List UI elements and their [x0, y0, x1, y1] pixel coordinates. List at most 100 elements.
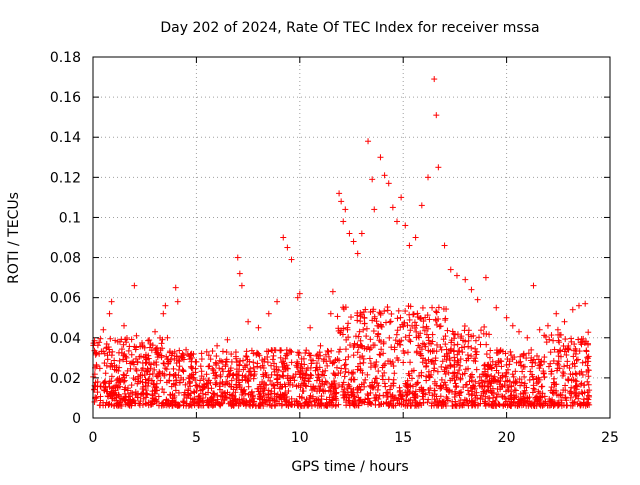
background-data-point [457, 356, 464, 363]
background-data-point [395, 357, 402, 364]
background-data-point [367, 309, 374, 316]
background-data-point [303, 347, 310, 354]
background-data-point [548, 384, 555, 391]
data-point [582, 300, 589, 307]
background-data-point [216, 365, 223, 372]
background-data-point [414, 310, 421, 317]
data-point [406, 242, 413, 249]
background-data-point [406, 316, 413, 323]
background-data-point [416, 344, 423, 351]
background-data-point [477, 341, 484, 348]
background-data-point [142, 383, 149, 390]
background-data-point [286, 347, 293, 354]
background-data-point [273, 393, 280, 400]
background-data-point [489, 358, 496, 365]
background-data-point [579, 390, 586, 397]
background-data-point [407, 359, 414, 366]
background-data-point [294, 358, 301, 365]
background-data-point [213, 353, 220, 360]
background-data-point [223, 358, 230, 365]
background-data-point [360, 380, 367, 387]
background-data-point [187, 363, 194, 370]
background-data-point [558, 397, 565, 404]
background-data-point [142, 376, 149, 383]
data-point [338, 198, 345, 205]
background-data-point [347, 314, 354, 321]
background-data-point [423, 331, 430, 338]
data-point [435, 164, 442, 171]
background-data-point [518, 379, 525, 386]
background-data-point [487, 354, 494, 361]
background-data-point [460, 337, 467, 344]
background-data-point [396, 341, 403, 348]
y-tick-label: 0.18 [50, 50, 81, 66]
background-data-point [142, 400, 149, 407]
background-data-point [213, 360, 220, 367]
background-data-point [456, 392, 463, 399]
data-point [561, 318, 568, 325]
background-data-point [288, 349, 295, 356]
background-data-point [444, 395, 451, 402]
background-data-point [484, 383, 491, 390]
background-data-point [153, 373, 160, 380]
background-data-point [285, 387, 292, 394]
background-data-point [483, 341, 490, 348]
data-point [108, 298, 115, 305]
background-data-point [145, 399, 152, 406]
background-data-point [374, 386, 381, 393]
y-axis-label: ROTI / TECUs [6, 192, 22, 284]
y-tick-label: 0.08 [50, 251, 81, 267]
background-data-point [443, 365, 450, 372]
background-data-point [540, 368, 547, 375]
background-data-point [361, 399, 368, 406]
background-data-point [402, 334, 409, 341]
background-data-point [381, 380, 388, 387]
data-point [425, 174, 432, 181]
background-data-point [308, 372, 315, 379]
y-tick-label: 0.12 [50, 170, 81, 186]
background-data-point [528, 346, 535, 353]
background-data-point [350, 352, 357, 359]
background-data-point [228, 377, 235, 384]
data-point [482, 274, 489, 281]
background-data-point [492, 361, 499, 368]
data-point [530, 282, 537, 289]
data-point [284, 244, 291, 251]
background-data-point [160, 389, 167, 396]
background-data-point [456, 367, 463, 374]
background-data-point [328, 347, 335, 354]
background-data-point [451, 394, 458, 401]
y-tick-label: 0.06 [50, 291, 81, 307]
background-data-point [187, 351, 194, 358]
background-data-point [496, 381, 503, 388]
background-data-point [503, 361, 510, 368]
background-data-point [555, 361, 562, 368]
data-point [358, 230, 365, 237]
background-data-point [453, 383, 460, 390]
background-data-point [386, 319, 393, 326]
background-data-point [465, 343, 472, 350]
background-data-point [329, 360, 336, 367]
background-data-point [523, 355, 530, 362]
background-data-point [176, 379, 183, 386]
background-data-point [219, 379, 226, 386]
background-data-point [407, 338, 414, 345]
background-data-point [322, 367, 329, 374]
background-data-point [100, 399, 107, 406]
background-data-point [418, 352, 425, 359]
background-data-point [388, 310, 395, 317]
background-data-point [146, 371, 153, 378]
background-data-point [431, 378, 438, 385]
background-data-point [120, 371, 127, 378]
data-points [90, 76, 593, 409]
background-data-point [175, 389, 182, 396]
background-data-point [221, 396, 228, 403]
background-data-point [472, 337, 479, 344]
data-point [342, 206, 349, 213]
data-point [238, 282, 245, 289]
background-data-point [398, 396, 405, 403]
background-data-point [498, 363, 505, 370]
data-point [393, 218, 400, 225]
background-data-point [476, 334, 483, 341]
